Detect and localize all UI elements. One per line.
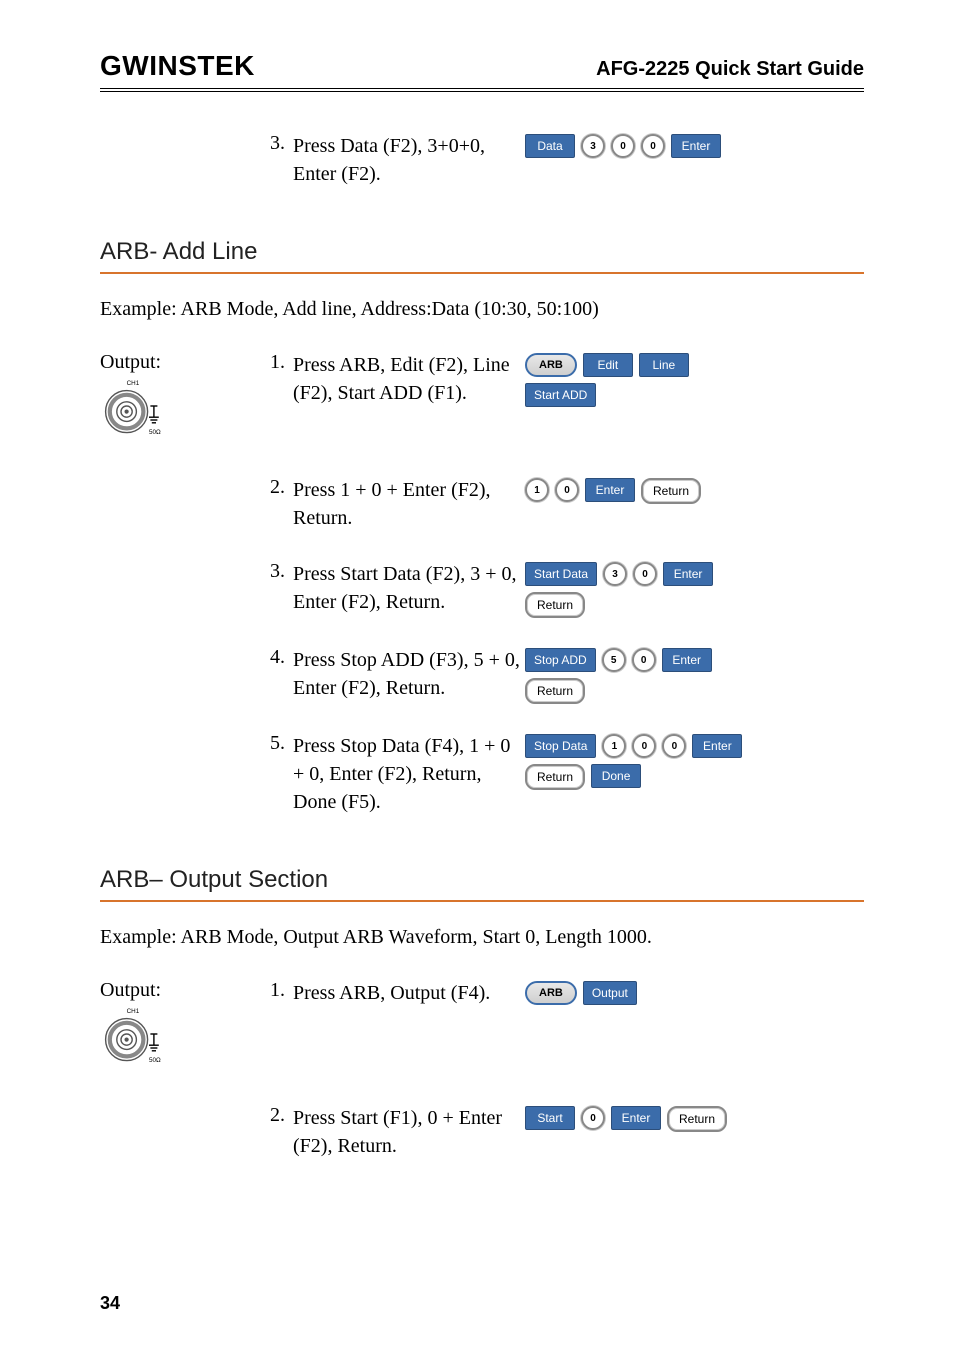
step-text: Press Stop Data (F4), 1 + 0 + 0, Enter (…	[293, 732, 525, 816]
step-row: 5.Press Stop Data (F4), 1 + 0 + 0, Enter…	[100, 732, 864, 816]
softkey-button: Done	[591, 764, 641, 788]
softkey-button: Start Data	[525, 562, 597, 586]
bnc-connector-icon: CH1 50Ω	[100, 378, 170, 441]
softkey-button: Stop Data	[525, 734, 596, 758]
step-number: 1.	[265, 351, 293, 448]
hardkey-button: ARB	[525, 981, 577, 1005]
numeric-key: 1	[525, 478, 549, 502]
button-sequence: Data300Enter	[525, 132, 864, 188]
step-row: Output: CH1 50Ω 1.Press ARB, Output (F4)…	[100, 979, 864, 1076]
step-text: Press Data (F2), 3+0+0, Enter (F2).	[293, 132, 525, 188]
step-text: Press Stop ADD (F3), 5 + 0, Enter (F2), …	[293, 646, 525, 704]
bnc-connector-icon: CH1 50Ω	[100, 1006, 170, 1069]
button-sequence: ARBOutput	[525, 979, 745, 1076]
numeric-key: 0	[633, 562, 657, 586]
step-row: 2.Press Start (F1), 0 + Enter (F2), Retu…	[100, 1104, 864, 1160]
step-number: 5.	[265, 732, 293, 816]
page-number: 34	[100, 1293, 120, 1314]
svg-text:CH1: CH1	[127, 380, 140, 387]
softkey-button: Edit	[583, 353, 633, 377]
output-label: Output:	[100, 351, 265, 374]
step-text: Press Start (F1), 0 + Enter (F2), Return…	[293, 1104, 525, 1160]
numeric-key: 3	[603, 562, 627, 586]
step-text: Press ARB, Edit (F2), Line (F2), Start A…	[293, 351, 525, 448]
step-row: 3.Press Start Data (F2), 3 + 0, Enter (F…	[100, 560, 864, 618]
step-number: 3.	[265, 132, 293, 188]
numeric-key: 0	[641, 134, 665, 158]
numeric-key: 5	[602, 648, 626, 672]
example-text: Example: ARB Mode, Add line, Address:Dat…	[100, 298, 864, 321]
logo: GWINSTEK	[100, 50, 255, 82]
step-number: 2.	[265, 1104, 293, 1160]
page-header: GWINSTEK AFG-2225 Quick Start Guide	[100, 50, 864, 92]
softkey-button: Line	[639, 353, 689, 377]
step-text: Press Start Data (F2), 3 + 0, Enter (F2)…	[293, 560, 525, 618]
return-button: Return	[641, 478, 701, 504]
softkey-button: Enter	[663, 562, 713, 586]
return-button: Return	[525, 592, 585, 618]
step-row: 3. Press Data (F2), 3+0+0, Enter (F2). D…	[100, 132, 864, 188]
svg-text:50Ω: 50Ω	[149, 429, 161, 436]
numeric-key: 0	[662, 734, 686, 758]
section-rule	[100, 900, 864, 902]
hardkey-button: ARB	[525, 353, 577, 377]
softkey-button: Enter	[585, 478, 635, 502]
button-sequence: Start Data30Enter Return	[525, 560, 745, 618]
numeric-key: 0	[632, 648, 656, 672]
section-title: ARB– Output Section	[100, 866, 864, 894]
softkey-button: Stop ADD	[525, 648, 596, 672]
svg-text:50Ω: 50Ω	[149, 1057, 161, 1064]
softkey-button: Data	[525, 134, 575, 158]
numeric-key: 0	[611, 134, 635, 158]
return-button: Return	[525, 764, 585, 790]
softkey-button: Enter	[692, 734, 742, 758]
step-number: 2.	[265, 476, 293, 532]
button-sequence: Start0EnterReturn	[525, 1104, 745, 1160]
softkey-button: Enter	[662, 648, 712, 672]
button-sequence: Stop Data100EnterReturnDone	[525, 732, 745, 816]
softkey-button: Start	[525, 1106, 575, 1130]
bnc-diagram: CH1 50Ω	[100, 1006, 170, 1076]
softkey-button: Output	[583, 981, 637, 1005]
softkey-button: Enter	[671, 134, 721, 158]
output-label: Output:	[100, 979, 265, 1002]
button-sequence: 10EnterReturn	[525, 476, 745, 532]
softkey-button: Enter	[611, 1106, 661, 1130]
step-number: 4.	[265, 646, 293, 704]
step-row: 4.Press Stop ADD (F3), 5 + 0, Enter (F2)…	[100, 646, 864, 704]
bnc-diagram: CH1 50Ω	[100, 378, 170, 448]
svg-text:CH1: CH1	[127, 1008, 140, 1015]
numeric-key: 3	[581, 134, 605, 158]
guide-title: AFG-2225 Quick Start Guide	[596, 58, 864, 81]
example-text: Example: ARB Mode, Output ARB Waveform, …	[100, 926, 864, 949]
step-number: 3.	[265, 560, 293, 618]
button-sequence: Stop ADD50Enter Return	[525, 646, 745, 704]
return-button: Return	[525, 678, 585, 704]
section-rule	[100, 272, 864, 274]
step-number: 1.	[265, 979, 293, 1076]
section-title: ARB- Add Line	[100, 238, 864, 266]
step-text: Press ARB, Output (F4).	[293, 979, 490, 1076]
button-sequence: ARBEditLine Start ADD	[525, 351, 745, 448]
return-button: Return	[667, 1106, 727, 1132]
step-row: Output: CH1 50Ω 1.Press ARB, Edit (F2), …	[100, 351, 864, 448]
softkey-button: Start ADD	[525, 383, 596, 407]
step-row: 2.Press 1 + 0 + Enter (F2), Return.10Ent…	[100, 476, 864, 532]
numeric-key: 0	[581, 1106, 605, 1130]
numeric-key: 1	[602, 734, 626, 758]
numeric-key: 0	[632, 734, 656, 758]
numeric-key: 0	[555, 478, 579, 502]
step-text: Press 1 + 0 + Enter (F2), Return.	[293, 476, 525, 532]
